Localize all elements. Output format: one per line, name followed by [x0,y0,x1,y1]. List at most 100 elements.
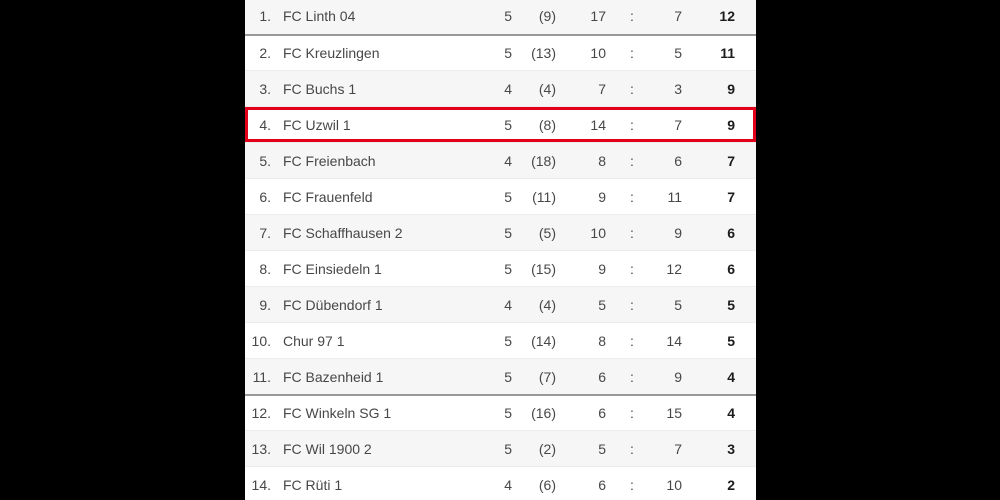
team-name: FC Buchs 1 [283,80,357,97]
goals-for: 8 [598,152,606,169]
goals-against: 9 [674,368,682,385]
goals-against: 14 [666,332,682,349]
rank-cell: 3. [259,80,271,97]
team-name: FC Winkeln SG 1 [283,405,392,421]
table-row: 13. FC Wil 1900 2 5 (2) 5 : 7 3 [245,430,756,466]
table-row: 2. FC Kreuzlingen 5 (13) 10 : 5 11 [245,34,756,70]
goals-against: 15 [666,405,682,421]
games-played: 5 [504,45,512,61]
score-colon: : [630,45,634,61]
table-row: 10. Chur 97 1 5 (14) 8 : 14 5 [245,322,756,358]
paren-stat: (13) [531,45,556,61]
rank-cell: 12. [251,405,271,421]
games-played: 4 [504,476,512,493]
score-colon: : [630,224,634,241]
points-cell: 9 [727,116,735,133]
games-played: 5 [504,224,512,241]
paren-stat: (11) [532,188,556,205]
score-colon: : [630,296,634,313]
goals-against: 7 [674,440,682,457]
paren-stat: (8) [538,116,556,133]
goals-for: 8 [598,332,606,349]
score-colon: : [630,405,634,421]
goals-for: 9 [598,188,606,205]
team-name: FC Freienbach [283,152,376,169]
paren-stat: (16) [531,405,556,421]
score-colon: : [630,80,634,97]
goals-for: 17 [590,8,606,24]
goals-for: 9 [598,260,606,277]
points-cell: 11 [720,45,735,61]
goals-against: 3 [674,80,682,97]
points-cell: 2 [727,476,735,493]
team-name: FC Linth 04 [283,8,356,24]
games-played: 5 [504,188,512,205]
table-row: 6. FC Frauenfeld 5 (11) 9 : 11 7 [245,178,756,214]
rank-cell: 11. [252,368,271,385]
goals-against: 11 [667,188,682,205]
rank-cell: 7. [259,224,271,241]
goals-for: 6 [598,476,606,493]
score-colon: : [630,116,634,133]
games-played: 5 [504,332,512,349]
goals-against: 7 [674,8,682,24]
points-cell: 7 [727,188,735,205]
team-name: FC Schaffhausen 2 [283,224,403,241]
paren-stat: (15) [531,260,556,277]
paren-stat: (9) [538,8,556,24]
points-cell: 4 [727,368,735,385]
goals-for: 10 [590,224,606,241]
table-row: 9. FC Dübendorf 1 4 (4) 5 : 5 5 [245,286,756,322]
table-row: 1. FC Linth 04 5 (9) 17 : 7 12 [245,0,756,34]
goals-for: 10 [590,45,606,61]
games-played: 5 [504,8,512,24]
games-played: 4 [504,296,512,313]
table-row: 5. FC Freienbach 4 (18) 8 : 6 7 [245,142,756,178]
points-cell: 4 [727,405,735,421]
table-row: 8. FC Einsiedeln 1 5 (15) 9 : 12 6 [245,250,756,286]
points-cell: 5 [727,296,735,313]
goals-for: 5 [598,440,606,457]
goals-for: 14 [590,116,606,133]
rank-cell: 4. [259,116,271,133]
team-name: FC Einsiedeln 1 [283,260,382,277]
games-played: 5 [504,440,512,457]
goals-against: 5 [674,45,682,61]
paren-stat: (7) [538,368,556,385]
rank-cell: 10. [251,332,271,349]
paren-stat: (6) [538,476,556,493]
paren-stat: (4) [538,80,556,97]
goals-for: 5 [598,296,606,313]
games-played: 5 [504,405,512,421]
points-cell: 6 [727,260,735,277]
team-name: FC Dübendorf 1 [283,296,383,313]
paren-stat: (5) [538,224,556,241]
score-colon: : [630,152,634,169]
paren-stat: (18) [531,152,556,169]
rank-cell: 1. [259,8,271,24]
score-colon: : [630,260,634,277]
goals-for: 7 [598,80,606,97]
goals-for: 6 [598,368,606,385]
paren-stat: (4) [538,296,556,313]
score-colon: : [630,368,634,385]
points-cell: 7 [727,152,735,169]
points-cell: 12 [719,8,735,24]
goals-against: 9 [674,224,682,241]
goals-for: 6 [598,405,606,421]
table-row: 3. FC Buchs 1 4 (4) 7 : 3 9 [245,70,756,106]
points-cell: 5 [727,332,735,349]
score-colon: : [630,440,634,457]
paren-stat: (14) [531,332,556,349]
paren-stat: (2) [538,440,556,457]
team-name: Chur 97 1 [283,332,345,349]
team-name: FC Rüti 1 [283,476,343,493]
goals-against: 5 [674,296,682,313]
table-row: 14. FC Rüti 1 4 (6) 6 : 10 2 [245,466,756,500]
games-played: 4 [504,80,512,97]
league-table: 1. FC Linth 04 5 (9) 17 : 7 12 2. FC Kre… [245,0,756,500]
points-cell: 3 [727,440,735,457]
table-row: 7. FC Schaffhausen 2 5 (5) 10 : 9 6 [245,214,756,250]
rank-cell: 13. [251,440,271,457]
